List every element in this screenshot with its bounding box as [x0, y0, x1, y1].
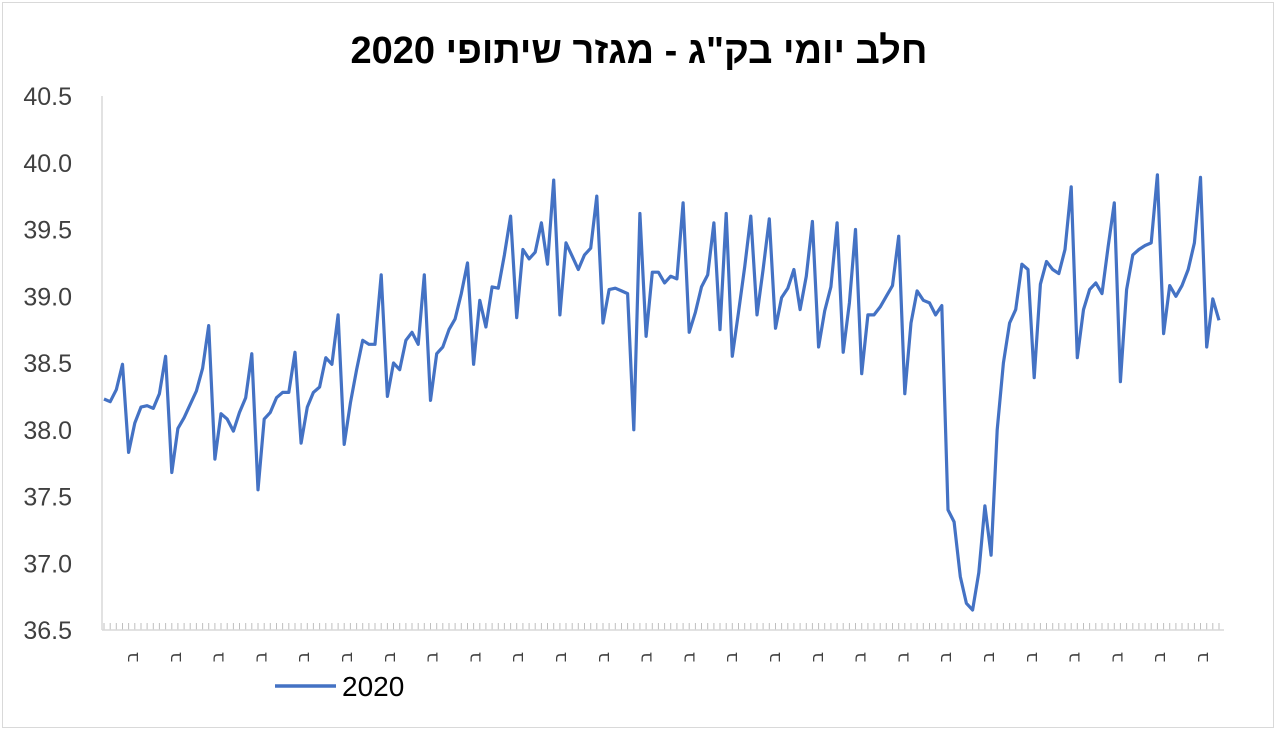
x-tick-label: ב	[250, 652, 271, 662]
y-tick-label: 39.5	[23, 217, 72, 245]
y-tick-label: 37.0	[23, 550, 72, 578]
x-tick-label: ב	[1021, 652, 1042, 662]
x-tick-label: ב	[208, 652, 229, 662]
x-tick-label: ב	[978, 652, 999, 662]
x-tick-label: ב	[1192, 652, 1213, 662]
y-tick-label: 40.0	[23, 150, 72, 178]
x-tick-label: ב	[935, 652, 956, 662]
y-axis-tick-labels: 36.5 37.0 37.5 38.0 38.5 39.0 39.5 40.0 40.5	[23, 83, 72, 645]
x-tick-label: ב	[850, 652, 871, 662]
x-tick-label: ב	[1149, 652, 1170, 662]
x-tick-label: ב	[293, 652, 314, 662]
chart-title: חלב יומי בק"ג - מגזר שיתופי 2020	[350, 30, 928, 72]
x-tick-label: ב	[122, 652, 143, 662]
series-line-2020	[103, 173, 1221, 612]
x-tick-label: ב	[422, 652, 443, 662]
x-tick-label: ב	[721, 652, 742, 662]
x-tick-label: ב	[678, 652, 699, 662]
y-tick-label: 38.0	[23, 417, 72, 445]
y-tick-label: 36.5	[23, 617, 72, 645]
x-tick-label: ב	[636, 652, 657, 662]
x-tick-label: ב	[807, 652, 828, 662]
x-tick-label: ב	[507, 652, 528, 662]
x-tick-label: ב	[764, 652, 785, 662]
x-tick-label: ב	[550, 652, 571, 662]
x-tick-label: ב	[1106, 652, 1127, 662]
x-axis-minor-ticks	[103, 623, 1220, 630]
y-tick-label: 37.5	[23, 484, 72, 512]
x-tick-label: ב	[1064, 652, 1085, 662]
x-tick-label: ב	[379, 652, 400, 662]
y-tick-label: 38.5	[23, 350, 72, 378]
x-tick-label: ב	[464, 652, 485, 662]
legend-label-2020: 2020	[342, 671, 404, 702]
x-tick-label: ב	[593, 652, 614, 662]
legend: 2020	[275, 671, 404, 702]
y-tick-label: 39.0	[23, 283, 72, 311]
x-tick-label: ב	[892, 652, 913, 662]
x-tick-label: ב	[165, 652, 186, 662]
y-tick-label: 40.5	[23, 83, 72, 111]
x-tick-label: ב	[336, 652, 357, 662]
